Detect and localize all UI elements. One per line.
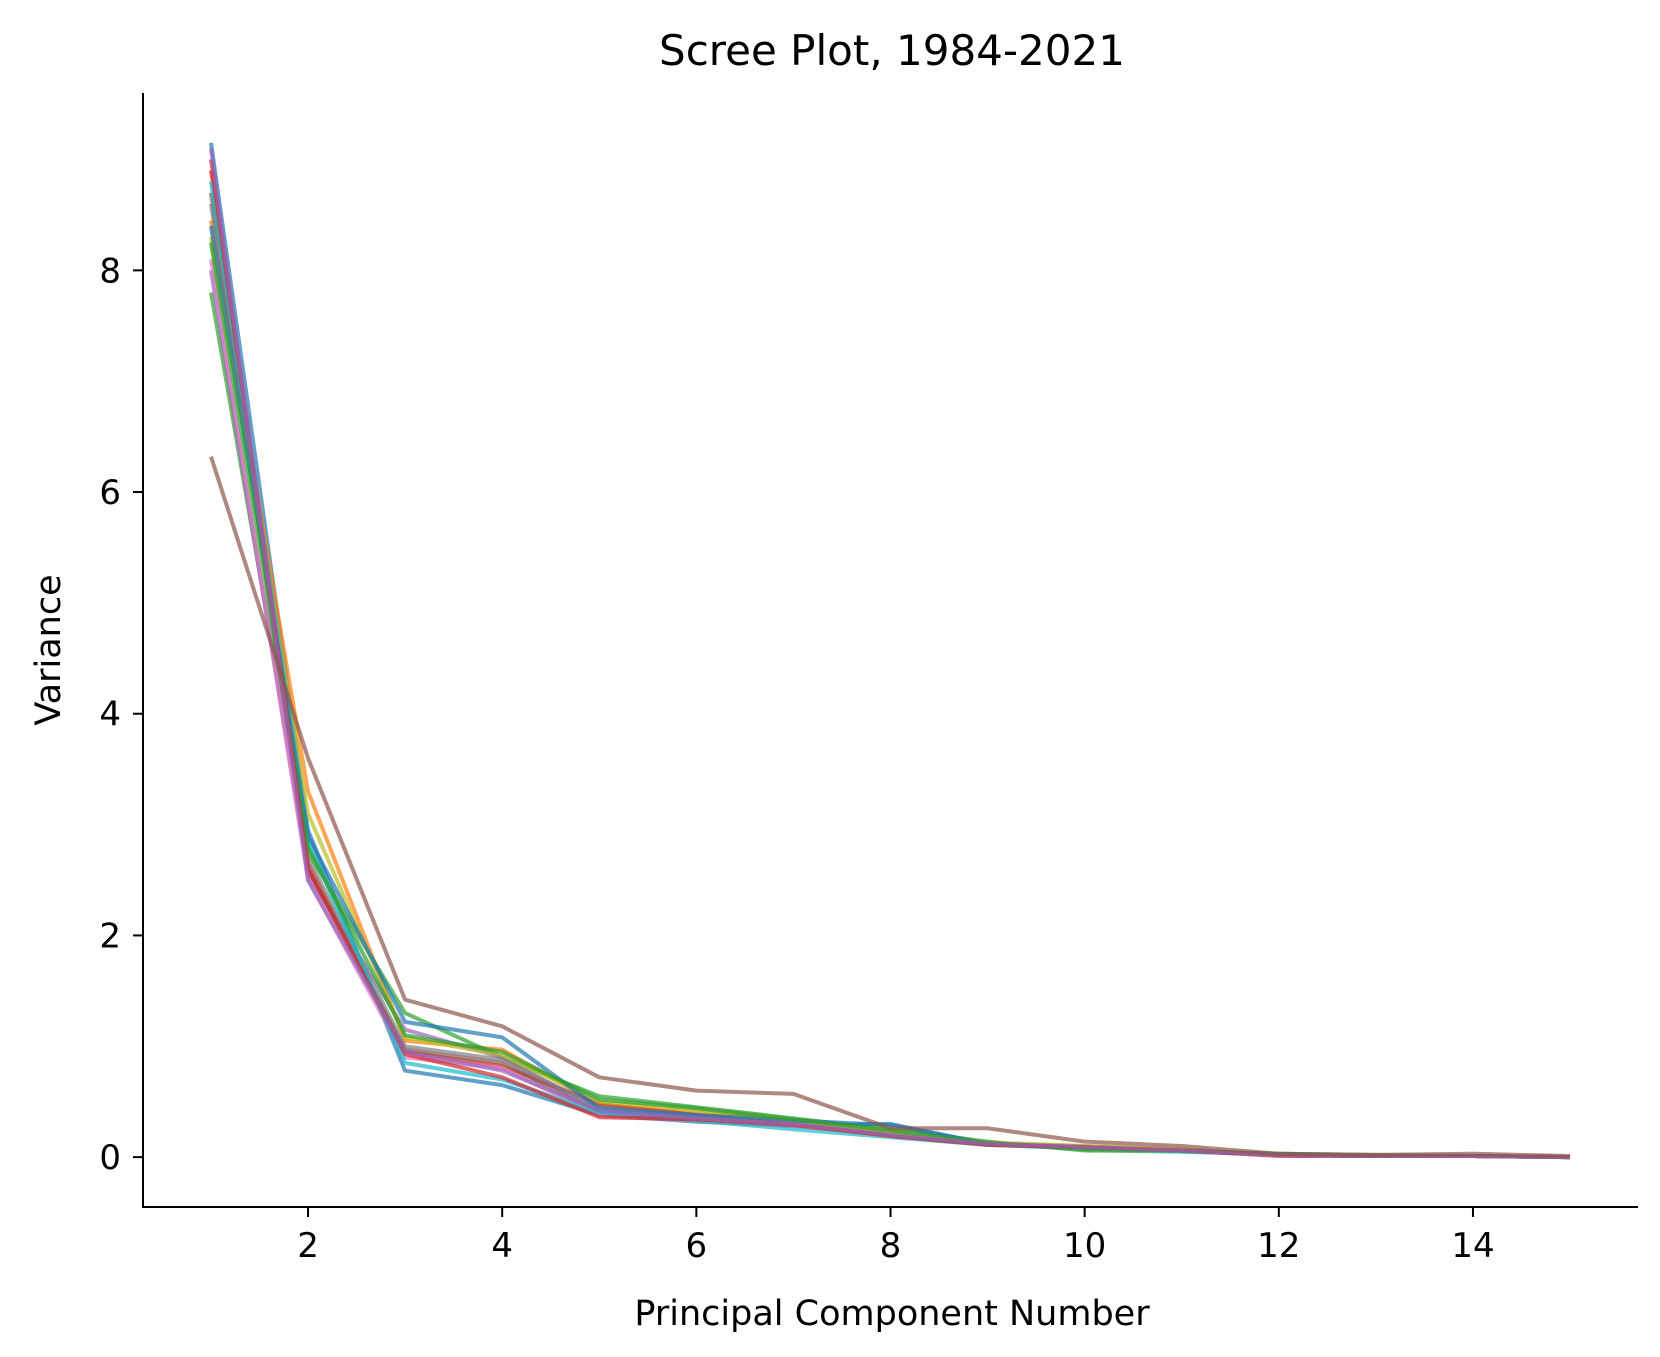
x-tick-label: 4	[491, 1226, 513, 1266]
y-axis-title: Variance	[29, 574, 69, 725]
x-tick-label: 8	[880, 1226, 902, 1266]
series-line-15	[209, 455, 1571, 1158]
x-axis-title: Principal Component Number	[634, 1294, 1150, 1334]
y-tick-label: 6	[99, 473, 121, 513]
y-tick-label: 8	[99, 251, 121, 291]
y-tick-label: 2	[99, 916, 121, 956]
series-lines	[209, 142, 1571, 1160]
y-tick-label: 0	[99, 1138, 121, 1178]
x-tick-label: 12	[1257, 1226, 1300, 1266]
y-tick-label: 4	[99, 695, 121, 735]
x-tick-label: 2	[297, 1226, 319, 1266]
x-tick-label: 10	[1063, 1226, 1106, 1266]
chart-title: Scree Plot, 1984-2021	[659, 26, 1125, 75]
x-tick-label: 6	[686, 1226, 708, 1266]
axis-ticks: 2 4 6 8 10 12 14 0 2 4 6 8	[99, 251, 1494, 1266]
x-tick-label: 14	[1451, 1226, 1494, 1266]
